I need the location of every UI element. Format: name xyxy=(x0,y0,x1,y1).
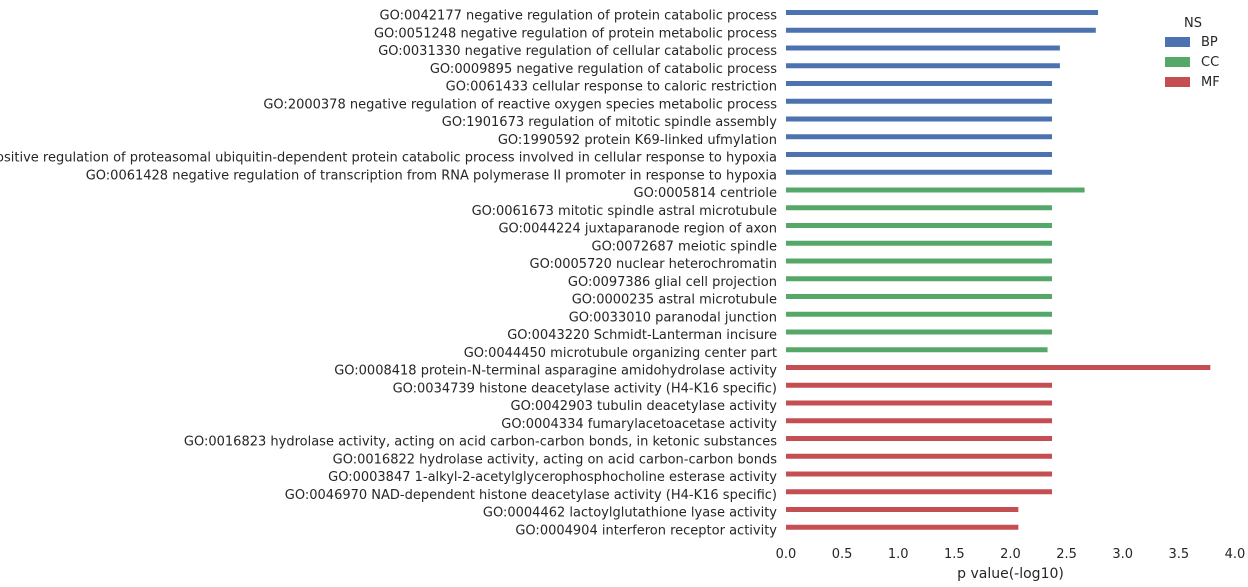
bar-mf xyxy=(786,400,1053,406)
category-label: GO:0033010 paranodal junction xyxy=(569,310,777,325)
category-label: GO:0016823 hydrolase activity, acting on… xyxy=(184,435,777,450)
category-label: GO:0016822 hydrolase activity, acting on… xyxy=(333,452,778,467)
bar-mf xyxy=(786,382,1053,388)
legend-title: NS xyxy=(1184,16,1202,31)
category-label: GO:0005720 nuclear heterochromatin xyxy=(530,257,778,272)
category-label: GO:0008418 protein-N-terminal asparagine… xyxy=(334,364,777,379)
x-tick-label: 4.0 xyxy=(1225,547,1246,562)
x-axis-ticks: 0.0 0.5 1.0 1.5 2.0 2.5 3.0 3.5 4.0 xyxy=(776,547,1246,562)
category-label: GO:0044450 microtubule organizing center… xyxy=(464,346,777,361)
legend-label: MF xyxy=(1201,75,1220,90)
legend-label: CC xyxy=(1201,55,1219,70)
bar-mf xyxy=(786,489,1053,495)
bar-cc xyxy=(786,187,1085,193)
bar-mf xyxy=(786,436,1053,441)
category-label: GO:0031330 negative regulation of cellul… xyxy=(378,44,777,59)
legend-swatch-mf xyxy=(1165,77,1190,87)
category-label: GO:0061673 mitotic spindle astral microt… xyxy=(472,204,777,219)
legend-label: BP xyxy=(1201,35,1218,50)
bar-bp xyxy=(786,169,1053,175)
x-tick-label: 2.5 xyxy=(1056,547,1077,562)
bar-bp xyxy=(786,116,1053,122)
category-label: GO:0051248 negative regulation of protei… xyxy=(374,26,777,41)
category-label: GO:0004334 fumarylacetoacetase activity xyxy=(501,417,777,432)
category-label: GO:0042903 tubulin deacetylase activity xyxy=(511,399,778,414)
legend-swatch-bp xyxy=(1165,37,1190,47)
category-label: GO:0003847 1-alkyl-2-acetylglycerophosph… xyxy=(328,470,777,485)
x-tick-label: 1.0 xyxy=(888,547,909,562)
category-label: GO:1901673 regulation of mitotic spindle… xyxy=(442,115,778,130)
category-label: GO:0043220 Schmidt-Lanterman incisure xyxy=(507,328,777,343)
x-tick-label: 3.0 xyxy=(1112,547,1133,562)
category-label: GO:0061428 negative regulation of transc… xyxy=(86,168,777,183)
x-tick-label: 2.0 xyxy=(1000,547,1021,562)
bar-mf xyxy=(786,507,1019,512)
category-label: GO:0034739 histone deacetylase activity … xyxy=(393,381,777,396)
bar-cc xyxy=(786,347,1048,353)
bar-mf xyxy=(786,471,1053,477)
bar-cc xyxy=(786,223,1053,228)
category-label: GO:0009895 negative regulation of catabo… xyxy=(430,62,777,77)
bar-cc xyxy=(786,329,1053,335)
bar-bp xyxy=(786,98,1053,104)
x-axis-title: p value(-log10) xyxy=(957,566,1064,582)
bar-cc xyxy=(786,258,1053,264)
category-label: GO:2000777 positive regulation of protea… xyxy=(0,151,777,166)
x-tick-label: 3.5 xyxy=(1169,547,1190,562)
x-tick-label: 1.5 xyxy=(944,547,965,562)
category-label: GO:0005814 centriole xyxy=(634,186,778,201)
category-label: GO:2000378 negative regulation of reacti… xyxy=(263,97,777,112)
bar-bp xyxy=(786,45,1060,51)
category-label: GO:0044224 juxtaparanode region of axon xyxy=(498,222,777,237)
bar-bp xyxy=(786,10,1099,15)
category-labels: GO:0042177 negative regulation of protei… xyxy=(0,9,777,539)
bar-mf xyxy=(786,365,1211,370)
bar-cc xyxy=(786,205,1053,211)
category-label: GO:1990592 protein K69-linked ufmylation xyxy=(498,133,777,148)
category-label: GO:0046970 NAD-dependent histone deacety… xyxy=(285,488,777,503)
bar-mf xyxy=(786,524,1019,530)
category-label: GO:0000235 astral microtubule xyxy=(572,293,777,308)
bar-bp xyxy=(786,152,1053,157)
x-tick-label: 0.5 xyxy=(832,547,853,562)
bar-bp xyxy=(786,81,1053,86)
bar-cc xyxy=(786,294,1053,299)
bar-mf xyxy=(786,418,1053,424)
bar-bp xyxy=(786,63,1060,69)
legend-entries: BP CC MF xyxy=(1165,35,1220,90)
bar-cc xyxy=(786,276,1053,282)
x-tick-label: 0.0 xyxy=(776,547,797,562)
bar-series xyxy=(786,10,1211,530)
bar-cc xyxy=(786,240,1053,246)
category-label: GO:0072687 meiotic spindle xyxy=(592,239,777,254)
category-label: GO:0004904 interferon receptor activity xyxy=(515,523,777,538)
bar-bp xyxy=(786,27,1096,33)
bar-bp xyxy=(786,134,1053,140)
legend: NS BP CC MF xyxy=(1165,16,1220,90)
category-label: GO:0097386 glial cell projection xyxy=(568,275,777,290)
bar-cc xyxy=(786,311,1053,317)
category-label: GO:0061433 cellular response to caloric … xyxy=(446,80,777,95)
category-label: GO:0042177 negative regulation of protei… xyxy=(380,9,778,24)
bar-mf xyxy=(786,453,1053,459)
legend-swatch-cc xyxy=(1165,57,1190,67)
category-label: GO:0004462 lactoylglutathione lyase acti… xyxy=(483,506,777,521)
